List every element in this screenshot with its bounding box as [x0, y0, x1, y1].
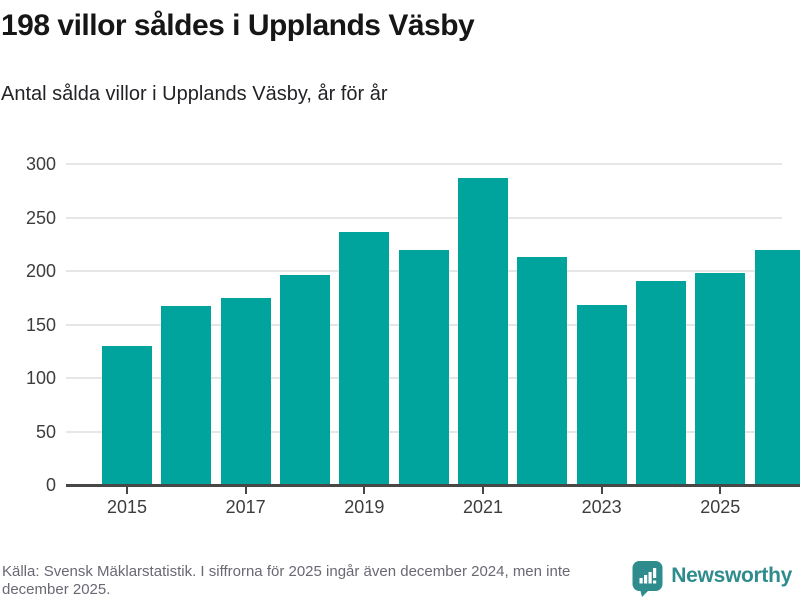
gridline-300 — [66, 163, 782, 165]
x-axis-label-2017: 2017 — [225, 497, 266, 517]
bar-2018 — [279, 275, 330, 485]
newsworthy-logo: Newsworthy — [632, 560, 792, 597]
y-axis-label-250: 250 — [25, 207, 56, 228]
chart-title: 198 villor såldes i Upplands Väsby — [1, 9, 475, 42]
bar-2021 — [457, 177, 508, 485]
bar-2025 — [695, 273, 746, 485]
y-axis-label-0: 0 — [45, 475, 56, 495]
x-axis-tick-2015 — [126, 487, 128, 494]
y-axis-label-300: 300 — [25, 154, 56, 174]
x-axis-label-2021: 2021 — [462, 497, 503, 517]
x-axis-tick-2021 — [481, 487, 484, 494]
x-axis-tick-2017 — [244, 487, 247, 494]
bar-2017 — [220, 297, 271, 485]
x-axis-tick-2025 — [719, 487, 722, 494]
gridline-250 — [66, 216, 782, 219]
bar-2015 — [102, 345, 152, 485]
bar-2024 — [635, 280, 686, 485]
bar-2023 — [576, 305, 627, 485]
y-axis-label-100: 100 — [25, 368, 56, 388]
bar-2020 — [398, 249, 449, 485]
source-note: Källa: Svensk Mäklarstatistik. I siffror… — [2, 563, 571, 598]
x-axis-label-2015: 2015 — [106, 497, 148, 517]
y-axis-label-150: 150 — [25, 314, 56, 335]
y-axis-label-200: 200 — [25, 261, 56, 281]
x-axis-label-2025: 2025 — [700, 497, 741, 517]
x-axis-tick-2023 — [600, 487, 603, 494]
newsworthy-logo-icon — [632, 560, 663, 597]
x-axis-tick-2019 — [363, 487, 366, 494]
x-axis-label-2023: 2023 — [581, 497, 622, 517]
x-axis-label-2019: 2019 — [344, 497, 385, 517]
newsworthy-wordmark: Newsworthy — [671, 564, 792, 587]
x-axis-line — [66, 484, 800, 487]
chart-subtitle: Antal sålda villor i Upplands Väsby, år … — [1, 83, 388, 105]
bar-2019 — [339, 232, 390, 485]
bar-2022 — [517, 257, 568, 485]
bar-2016 — [161, 306, 212, 485]
y-axis-label-50: 50 — [35, 421, 56, 442]
bar-partial-right-edge — [754, 249, 800, 485]
